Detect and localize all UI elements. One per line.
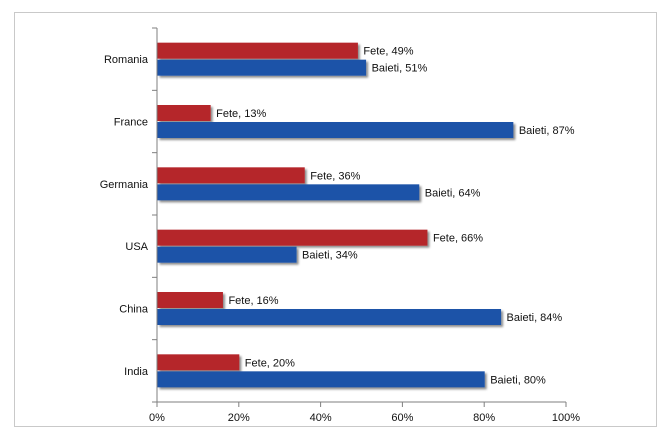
data-label: Fete, 49% <box>363 46 413 58</box>
bar-baieti <box>157 309 502 325</box>
category-label: India <box>124 366 149 378</box>
labels-group: Fete, 49% Baieti, 51% Fete, 13% Baieti, 87%… <box>216 46 575 387</box>
category-label: Romania <box>104 54 149 66</box>
category-label: China <box>119 304 149 316</box>
x-tick-label: 80% <box>473 412 495 424</box>
x-tick-label: 100% <box>552 412 580 424</box>
chart-frame <box>14 12 657 427</box>
bar-fete <box>157 167 305 184</box>
category-label: Germania <box>100 179 149 191</box>
bar-fete <box>157 354 240 371</box>
bar-baieti <box>157 122 514 138</box>
data-label: Fete, 66% <box>433 233 483 245</box>
data-label: Baieti, 64% <box>425 187 481 199</box>
category-label: USA <box>125 241 148 253</box>
data-label: Baieti, 51% <box>372 63 428 75</box>
data-label: Baieti, 87% <box>519 125 575 137</box>
data-label: Fete, 36% <box>310 170 360 182</box>
bars-group <box>157 42 514 388</box>
x-tick-label: 0% <box>149 412 165 424</box>
bar-baieti <box>157 371 485 388</box>
category-label: France <box>114 117 148 129</box>
data-label: Baieti, 80% <box>490 374 546 386</box>
data-label: Fete, 20% <box>245 357 295 369</box>
bar-fete <box>157 42 358 59</box>
axes-group: Romania France Germania USA China India 0% 20% 4… <box>100 27 580 424</box>
x-tick-label: 40% <box>310 412 332 424</box>
data-label: Baieti, 84% <box>507 312 563 324</box>
bar-baieti <box>157 184 420 201</box>
data-label: Fete, 13% <box>216 108 266 120</box>
bar-fete <box>157 292 223 308</box>
bar-fete <box>157 229 428 246</box>
x-tick-label: 60% <box>391 412 413 424</box>
bar-baieti <box>157 246 297 263</box>
bar-fete <box>157 105 211 121</box>
data-label: Fete, 16% <box>228 295 278 307</box>
bar-baieti <box>157 59 367 76</box>
data-label: Baieti, 34% <box>302 250 358 262</box>
x-tick-label: 20% <box>228 412 250 424</box>
